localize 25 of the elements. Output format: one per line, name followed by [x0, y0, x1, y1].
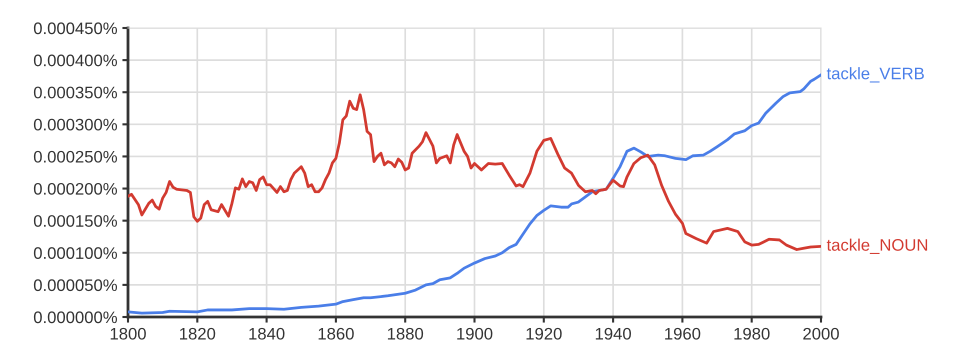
x-tick-label: 1960 [665, 328, 700, 340]
y-tick-label: 0.000100% [34, 247, 117, 259]
x-tick-label: 1860 [318, 328, 354, 340]
y-tick-label: 0.000050% [34, 279, 117, 292]
x-tick-label: 2000 [803, 328, 839, 340]
x-tick-label: 1940 [596, 328, 631, 340]
y-tick-label: 0.000450% [34, 22, 117, 34]
y-tick-label: 0.000400% [34, 54, 117, 66]
y-tick-label: 0.000350% [34, 86, 117, 98]
x-tick-label: 1840 [249, 328, 284, 340]
x-tick-label: 1800 [110, 328, 146, 340]
x-tick-label: 1820 [180, 328, 216, 340]
x-tick-label: 1980 [734, 328, 770, 340]
x-tick-label: 1880 [388, 328, 424, 340]
series-label: tackle_NOUN [826, 238, 928, 254]
line-series [128, 93, 821, 251]
y-tick-label: 0.000150% [34, 215, 117, 227]
x-tick-label: 1920 [526, 328, 562, 340]
y-tick-label: 0.000250% [34, 150, 117, 163]
line-series [128, 73, 821, 315]
series-label: tackle_VERB [826, 67, 924, 83]
y-tick-label: 0.000000% [34, 311, 117, 324]
y-tick-label: 0.000300% [34, 118, 117, 131]
y-tick-label: 0.000200% [34, 182, 117, 195]
x-tick-label: 1900 [457, 328, 492, 340]
